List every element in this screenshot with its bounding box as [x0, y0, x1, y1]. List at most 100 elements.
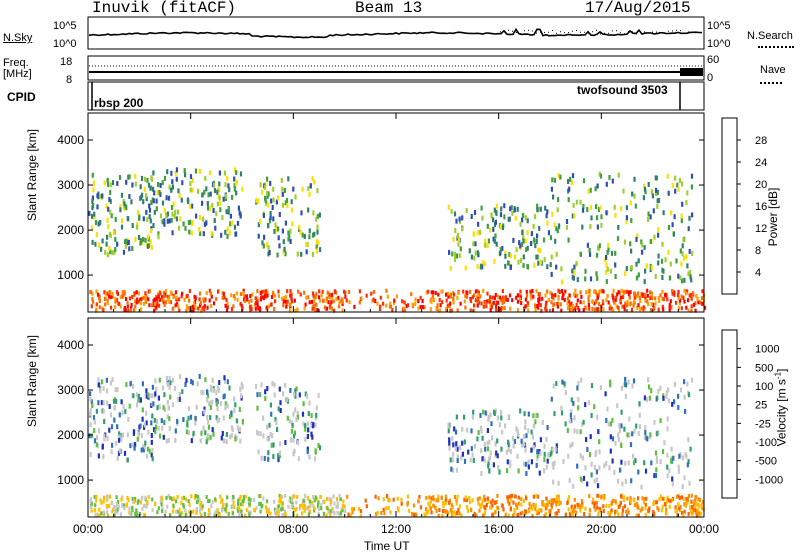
velocity-cell [244, 494, 247, 499]
power-cell [606, 266, 609, 272]
power-cell [682, 237, 685, 243]
power-cell [685, 254, 688, 260]
velocity-cell [111, 509, 114, 514]
power-cell [272, 216, 275, 222]
power-cell [547, 297, 550, 302]
power-cell [608, 306, 611, 311]
power-cell [536, 254, 539, 260]
velocity-cell [543, 443, 546, 449]
velocity-cell [682, 513, 685, 518]
velocity-cell [265, 499, 269, 504]
velocity-cell [96, 443, 100, 449]
power-cell [490, 212, 493, 218]
velocity-cell [110, 424, 114, 430]
power-cell [127, 308, 130, 313]
power-cell [255, 197, 258, 203]
power-cell [158, 190, 161, 195]
power-cell [315, 248, 318, 254]
power-cell [633, 193, 636, 199]
power-cell [143, 176, 147, 182]
velocity-cell [670, 446, 673, 452]
power-cell [549, 235, 552, 241]
velocity-cell [259, 501, 262, 506]
velocity-cell [151, 456, 154, 462]
power-cell [109, 182, 112, 188]
velocity-cell [678, 453, 681, 459]
power-cell [662, 297, 665, 302]
power-cell [235, 190, 238, 196]
velocity-cell [551, 461, 554, 467]
power-cell [546, 209, 549, 215]
power-cell [353, 304, 356, 309]
power-cell [535, 239, 538, 244]
power-cell [284, 294, 288, 299]
power-cell [242, 288, 245, 293]
velocity-cell [555, 497, 558, 502]
velocity-cell [447, 422, 450, 428]
time-xtick-label: 12:00 [381, 522, 411, 536]
velocity-cell [135, 508, 138, 513]
velocity-cell [143, 503, 146, 508]
power-cell [570, 180, 573, 185]
power-cell [519, 289, 522, 294]
power-cell [174, 290, 178, 295]
power-cell [621, 304, 624, 309]
velocity-cell [629, 496, 632, 501]
power-cell [523, 306, 526, 311]
power-cell [507, 216, 510, 222]
power-cell [224, 303, 227, 308]
power-cell [389, 301, 392, 306]
velocity-cell [312, 504, 315, 509]
velocity-cell [102, 499, 105, 504]
power-cell [219, 200, 222, 206]
power-cell [519, 297, 522, 302]
power-cell [546, 289, 549, 294]
power-cell [314, 308, 317, 312]
power-cell [277, 294, 280, 299]
velocity-cell [614, 440, 617, 446]
power-cell [221, 215, 224, 220]
velocity-cell [175, 509, 178, 514]
time-xlabel: Time UT [364, 539, 410, 553]
power-cell [649, 296, 652, 301]
velocity-cell [534, 419, 537, 425]
velocity-cell [167, 493, 170, 498]
power-cell [335, 296, 338, 301]
power-cell [389, 304, 393, 309]
velocity-cell [531, 513, 534, 518]
velocity-cell [278, 450, 281, 456]
power-cell [552, 294, 555, 299]
velocity-cell [89, 422, 92, 428]
power-cell [473, 308, 476, 313]
power-cell [245, 294, 248, 299]
velocity-cell [588, 512, 591, 517]
velocity-cell [215, 401, 218, 407]
velocity-cell [106, 513, 110, 518]
power-cell [649, 214, 652, 220]
velocity-cell [331, 507, 334, 511]
power-cell [166, 218, 169, 224]
power-cell [144, 193, 148, 199]
power-cell [315, 238, 319, 244]
velocity-cell [484, 497, 487, 502]
velocity-cell [697, 510, 701, 515]
power-cell [593, 289, 596, 294]
power-cell [189, 219, 192, 225]
power-cell [688, 270, 691, 275]
velocity-cell [579, 429, 582, 435]
velocity-cell [418, 494, 421, 499]
velocity-cell [588, 494, 591, 499]
velocity-cell [564, 421, 567, 427]
power-cell [283, 246, 286, 252]
power-cell [470, 214, 473, 219]
power-cell [628, 295, 631, 300]
power-cell [485, 304, 488, 309]
power-cell [267, 245, 270, 251]
power-cell [243, 294, 246, 299]
velocity-cell [700, 511, 703, 516]
velocity-cell [293, 430, 296, 436]
power-cell [451, 251, 454, 257]
velocity-cell [550, 450, 553, 456]
power-cell [348, 300, 351, 305]
power-cell [234, 167, 237, 173]
